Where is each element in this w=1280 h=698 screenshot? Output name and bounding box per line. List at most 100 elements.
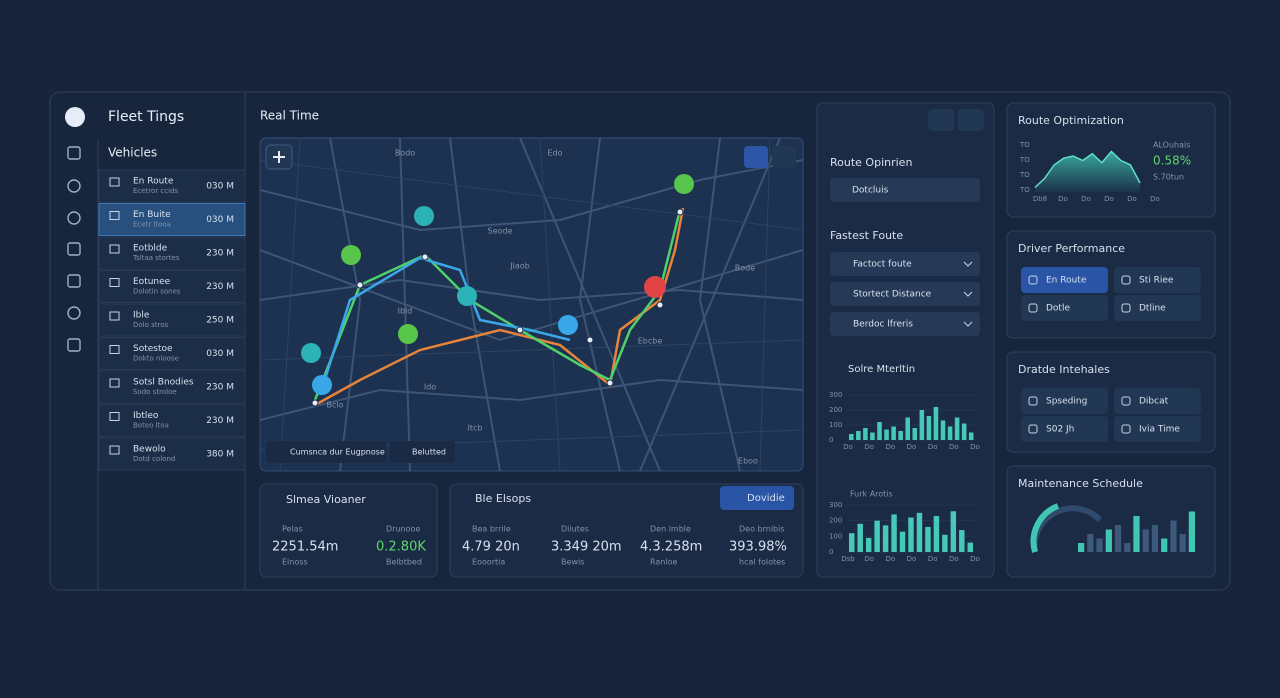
search-box[interactable] xyxy=(830,178,980,202)
vehicle-row[interactable] xyxy=(98,270,246,303)
tile-icon xyxy=(1121,303,1131,313)
stat-value: 393.98% xyxy=(729,540,787,555)
vehicle-icon xyxy=(109,378,120,388)
card-title: Ble Elsops xyxy=(475,492,531,505)
bar xyxy=(1151,525,1159,552)
tile[interactable] xyxy=(1114,267,1201,293)
bar xyxy=(919,410,925,440)
dropdown[interactable] xyxy=(830,252,980,276)
bar xyxy=(1124,543,1131,552)
line xyxy=(1034,150,1141,189)
stat-value: 3.349 20m xyxy=(551,540,622,555)
vehicle-detail: Dolotin sones xyxy=(133,288,181,296)
vehicle-detail: Sodo stroloe xyxy=(133,388,177,396)
tile[interactable] xyxy=(1114,388,1201,414)
vehicle-value: 030 M xyxy=(206,349,234,359)
vehicle-value: 380 M xyxy=(206,450,234,460)
bar xyxy=(905,417,910,440)
tile-label: En Route xyxy=(1046,276,1087,286)
vehicle-value: 230 M xyxy=(206,249,234,259)
x-tick-label: Do xyxy=(1058,195,1068,203)
vehicle-row[interactable] xyxy=(98,437,246,471)
vehicle-row[interactable] xyxy=(98,169,246,203)
bar xyxy=(950,511,957,552)
x-tick-label: Do xyxy=(970,443,980,451)
vehicle-icon xyxy=(109,445,120,455)
vehicle-detail: Tsltaa stortes xyxy=(132,254,180,262)
bar xyxy=(856,431,861,440)
bar xyxy=(884,429,889,440)
vehicle-row[interactable] xyxy=(98,404,246,437)
bar xyxy=(870,432,875,440)
stat-foot: hcal folotes xyxy=(739,558,785,567)
chevron xyxy=(963,261,973,267)
stat-value: 2251.54m xyxy=(272,540,338,555)
vehicle-name: Sotsl Bnodies xyxy=(133,378,194,388)
vehicle-icon xyxy=(109,177,120,187)
vehicle-detail: Boteo ltoa xyxy=(133,422,169,430)
bar xyxy=(857,523,863,552)
bar xyxy=(849,533,855,552)
map-label: Ibld xyxy=(398,307,413,316)
tile-icon xyxy=(1028,396,1038,406)
button[interactable] xyxy=(720,486,794,510)
search-button[interactable] xyxy=(958,109,984,131)
map-label: Ido xyxy=(424,383,436,392)
tile[interactable] xyxy=(1021,267,1108,293)
card-title: Maintenance Schedule xyxy=(1018,477,1143,490)
map-chip[interactable] xyxy=(266,441,386,463)
stat-foot: Bewis xyxy=(561,558,584,567)
vehicle-row[interactable] xyxy=(98,370,246,404)
bar xyxy=(942,534,948,552)
bar xyxy=(961,423,967,440)
bar xyxy=(916,512,923,552)
bar xyxy=(1105,529,1112,552)
x-tick-label: Db8 xyxy=(1033,195,1047,203)
stat-label: Diiutes xyxy=(561,525,589,534)
bar xyxy=(1133,516,1140,552)
map-label: Seode xyxy=(488,227,513,236)
bar xyxy=(1142,529,1149,552)
map-chip[interactable] xyxy=(390,441,455,463)
bar xyxy=(877,422,882,440)
tile-label: Dibcat xyxy=(1139,397,1169,407)
legend-label: S.70tun xyxy=(1153,173,1184,182)
dropdown[interactable] xyxy=(830,282,980,306)
tile[interactable] xyxy=(1114,295,1201,321)
stat-value: 4.79 20n xyxy=(462,540,520,555)
menu-button[interactable] xyxy=(928,109,954,131)
search-button[interactable] xyxy=(772,146,796,168)
bar xyxy=(940,420,946,440)
bar xyxy=(1188,511,1195,552)
bar xyxy=(865,537,872,552)
tile-label: S02 Jh xyxy=(1046,425,1074,435)
tile[interactable] xyxy=(1021,295,1108,321)
vehicle-row[interactable] xyxy=(98,337,246,370)
tile[interactable] xyxy=(1021,388,1108,414)
vehicle-row[interactable] xyxy=(98,203,246,236)
tile-label: Sti Riee xyxy=(1139,276,1174,286)
bar xyxy=(898,431,903,440)
tile-icon xyxy=(1121,396,1131,406)
tile[interactable] xyxy=(1114,416,1201,442)
tile[interactable] xyxy=(1021,416,1108,442)
vehicle-row[interactable] xyxy=(98,303,246,337)
vehicle-icon xyxy=(109,311,120,321)
bar xyxy=(891,426,896,440)
vehicle-name: Bewolo xyxy=(133,445,166,455)
vehicle-row[interactable] xyxy=(98,236,246,270)
bar xyxy=(1096,538,1103,552)
section-title: Vehicles xyxy=(108,146,157,160)
dropdown[interactable] xyxy=(830,312,980,336)
bar xyxy=(1114,525,1122,552)
bar xyxy=(899,531,906,552)
map-label: Ebcbe xyxy=(638,337,663,346)
x-tick-label: Do xyxy=(864,555,874,563)
y-tick-label: 300 xyxy=(829,501,842,509)
card-title: Route Optimization xyxy=(1018,114,1124,127)
vehicle-value: 250 M xyxy=(206,316,234,326)
bar xyxy=(1161,538,1168,552)
map-button[interactable] xyxy=(744,146,768,168)
stat-label: Bea brrile xyxy=(472,525,511,534)
card-title: Dratde Intehales xyxy=(1018,363,1110,376)
